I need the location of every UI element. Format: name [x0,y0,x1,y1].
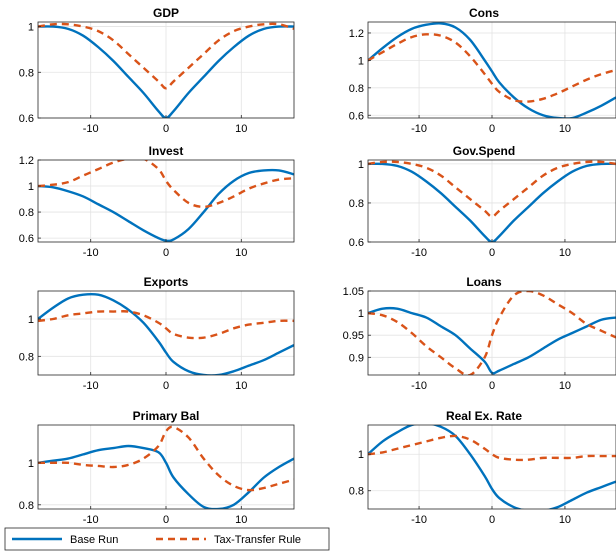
series-tax-transfer-rule-exports [38,310,294,340]
y-tick-label-primary-bal: 0.8 [19,500,34,512]
x-tick-label-gdp: 10 [235,123,247,135]
y-tick-label-loans: 0.9 [349,352,364,364]
y-tick-label-gdp: 1 [28,22,34,34]
panel-real-ex-rate: -10 0 10 0.8 1 Real Ex. Rate [349,409,616,526]
x-tick-label-loans: -10 [411,380,427,392]
x-tick-label-loans: 0 [489,380,495,392]
y-tick-label-cons: 1 [358,55,364,67]
y-tick-label-loans: 1.05 [343,286,364,298]
panel-exports: -10 0 10 0.8 1 Exports [19,275,295,392]
series-tax-transfer-rule-cons [368,33,616,103]
y-tick-label-exports: 0.8 [19,351,34,363]
y-tick-label-exports: 1 [28,314,34,326]
y-tick-label-gdp: 0.6 [19,113,34,125]
legend-label-tax-transfer: Tax-Transfer Rule [214,534,301,546]
x-tick-label-invest: 10 [235,247,247,259]
legend: Base Run Tax-Transfer Rule [4,527,330,551]
x-tick-label-invest: -10 [83,247,99,259]
legend-label-base-run: Base Run [70,534,118,546]
y-tick-label-invest: 1.2 [19,155,34,167]
panel-gdp: -10 0 10 0.6 0.8 1 GDP [19,6,295,135]
x-tick-label-exports: 0 [163,380,169,392]
panel-primary-bal: -10 0 10 0.8 1 Primary Bal [19,409,295,526]
y-tick-label-gov-spend: 1 [358,159,364,171]
series-base-run-cons [368,22,616,118]
x-tick-label-primary-bal: -10 [83,514,99,526]
panel-loans: -10 0 10 0.9 0.95 1 1.05 Loans [343,275,616,392]
series-base-run-primary-bal [38,444,294,509]
x-tick-label-exports: -10 [83,380,99,392]
panel-title-primary-bal: Primary Bal [133,409,200,423]
x-tick-label-primary-bal: 10 [235,514,247,526]
legend-box [4,527,330,551]
panel-title-real-ex-rate: Real Ex. Rate [446,409,522,423]
x-tick-label-gov-spend: 10 [559,247,571,259]
panel-title-exports: Exports [144,275,189,289]
y-tick-label-primary-bal: 1 [28,458,34,470]
y-tick-label-loans: 1 [358,308,364,320]
y-tick-label-gov-spend: 0.8 [349,198,364,210]
y-tick-label-real-ex-rate: 1 [358,449,364,461]
y-tick-label-gdp: 0.8 [19,67,34,79]
panel-title-gdp: GDP [153,6,179,20]
x-tick-label-loans: 10 [559,380,571,392]
panel-invest: -10 0 10 0.6 0.8 1 1.2 Invest [19,144,295,259]
panel-title-cons: Cons [469,6,499,20]
panel-gov-spend: -10 0 10 0.6 0.8 1 Gov.Spend [349,144,616,259]
x-tick-label-gov-spend: 0 [489,247,495,259]
y-tick-label-gov-spend: 0.6 [349,237,364,249]
series-base-run-gov-spend [368,162,616,242]
x-tick-label-gdp: -10 [83,123,99,135]
panel-title-invest: Invest [149,144,184,158]
x-tick-label-cons: -10 [411,123,427,135]
x-tick-label-invest: 0 [163,247,169,259]
panel-title-loans: Loans [466,275,502,289]
series-base-run-gdp [38,25,294,118]
series-tax-transfer-rule-loans [368,291,616,375]
y-tick-label-loans: 0.95 [343,330,364,342]
panel-title-gov-spend: Gov.Spend [453,144,515,158]
series-tax-transfer-rule-primary-bal [38,425,294,492]
y-tick-label-invest: 0.8 [19,207,34,219]
y-tick-label-invest: 0.6 [19,233,34,245]
x-tick-label-real-ex-rate: -10 [411,514,427,526]
series-tax-transfer-rule-gdp [38,22,294,90]
x-tick-label-cons: 10 [559,123,571,135]
x-tick-label-real-ex-rate: 10 [559,514,571,526]
series-base-run-real-ex-rate [368,425,616,509]
panel-cons: -10 0 10 0.6 0.8 1 1.2 Cons [349,6,616,135]
x-tick-label-gdp: 0 [163,123,169,135]
x-tick-label-exports: 10 [235,380,247,392]
y-tick-label-real-ex-rate: 0.8 [349,486,364,498]
series-base-run-exports [38,292,294,375]
x-tick-label-real-ex-rate: 0 [489,514,495,526]
x-tick-label-cons: 0 [489,123,495,135]
y-tick-label-cons: 1.2 [349,28,364,40]
y-tick-label-cons: 0.8 [349,83,364,95]
y-tick-label-invest: 1 [28,181,34,193]
x-tick-label-gov-spend: -10 [411,247,427,259]
x-tick-label-primary-bal: 0 [163,514,169,526]
y-tick-label-cons: 0.6 [349,110,364,122]
